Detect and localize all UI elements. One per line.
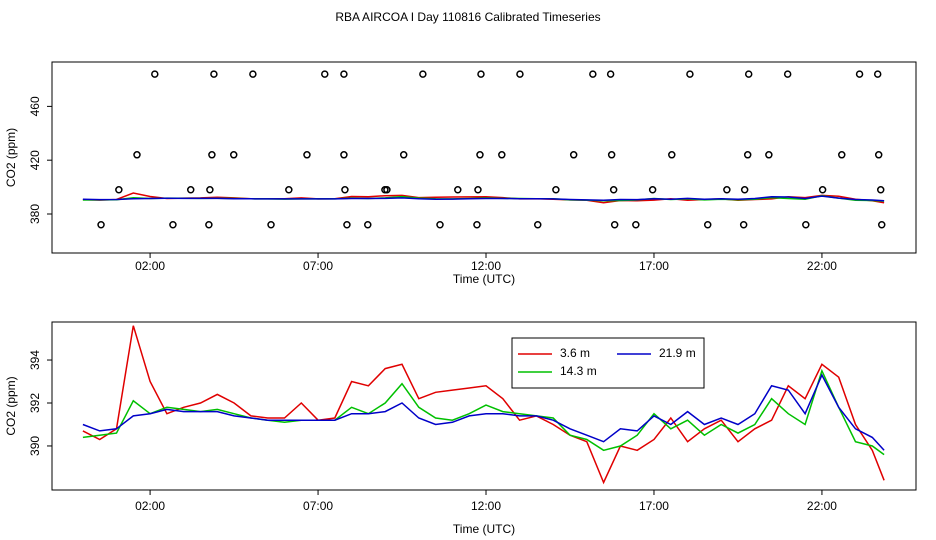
flag-point bbox=[818, 186, 827, 194]
flag-point bbox=[454, 186, 462, 194]
flag-point bbox=[340, 70, 348, 78]
flag-point bbox=[383, 186, 391, 194]
flag-point bbox=[419, 70, 427, 78]
flag-point bbox=[609, 186, 618, 194]
legend-box bbox=[511, 337, 705, 389]
flag-point bbox=[476, 151, 484, 159]
flag-point bbox=[765, 151, 773, 159]
legend-label: 14.3 m bbox=[560, 364, 597, 378]
series-line bbox=[82, 368, 885, 456]
flag-point bbox=[436, 221, 444, 229]
flag-point bbox=[610, 221, 619, 229]
flag-point bbox=[607, 151, 616, 159]
x-tick-label: 07:00 bbox=[303, 499, 333, 513]
y-tick-label: 390 bbox=[28, 436, 42, 456]
flag-point bbox=[632, 221, 640, 229]
flag-point bbox=[606, 70, 615, 78]
flag-point bbox=[303, 151, 311, 159]
flag-point bbox=[115, 186, 123, 194]
flag-point bbox=[516, 70, 524, 78]
flag-point bbox=[533, 221, 542, 229]
flag-point bbox=[249, 70, 257, 78]
flag-point bbox=[151, 70, 159, 78]
y-tick-label: 392 bbox=[28, 393, 42, 413]
flag-point bbox=[783, 70, 792, 78]
flag-point bbox=[703, 221, 712, 229]
flag-point bbox=[838, 151, 846, 159]
series-line bbox=[82, 325, 885, 485]
flag-point bbox=[552, 186, 560, 194]
flag-point bbox=[341, 186, 349, 194]
flag-point bbox=[340, 151, 348, 159]
x-tick-label: 17:00 bbox=[639, 259, 669, 273]
flag-point bbox=[229, 151, 238, 159]
series-line bbox=[82, 373, 885, 451]
flag-point bbox=[740, 186, 749, 194]
flag-point bbox=[364, 221, 372, 229]
y-tick-label: 380 bbox=[28, 204, 42, 224]
y-tick-label: 460 bbox=[28, 96, 42, 116]
legend-label: 21.9 m bbox=[659, 346, 696, 360]
flag-point bbox=[267, 221, 275, 229]
flag-point bbox=[498, 151, 506, 159]
flag-point bbox=[169, 221, 177, 229]
flag-point bbox=[205, 221, 213, 229]
x-axis-label: Time (UTC) bbox=[453, 522, 515, 536]
flag-point bbox=[648, 186, 657, 194]
flag-point bbox=[285, 186, 293, 194]
flag-point bbox=[877, 221, 886, 229]
x-tick-label: 22:00 bbox=[807, 499, 837, 513]
flag-point bbox=[186, 186, 195, 194]
flag-point bbox=[743, 151, 752, 159]
flag-point bbox=[473, 221, 481, 229]
flag-point bbox=[876, 186, 885, 194]
flag-point bbox=[739, 221, 748, 229]
x-tick-label: 17:00 bbox=[639, 499, 669, 513]
flag-point bbox=[210, 70, 218, 78]
flag-point bbox=[855, 70, 864, 78]
flag-point bbox=[802, 221, 810, 229]
flag-point bbox=[321, 70, 329, 78]
x-tick-label: 12:00 bbox=[471, 499, 501, 513]
y-axis-label: CO2 (ppm) bbox=[4, 128, 18, 187]
flag-point bbox=[569, 151, 578, 159]
y-axis-label: CO2 (ppm) bbox=[4, 376, 18, 435]
x-tick-label: 02:00 bbox=[135, 499, 165, 513]
flag-point bbox=[97, 221, 105, 229]
flag-point bbox=[874, 151, 883, 159]
x-tick-label: 22:00 bbox=[807, 259, 837, 273]
flag-point bbox=[206, 186, 214, 194]
flag-point bbox=[399, 151, 408, 159]
flag-point bbox=[208, 151, 216, 159]
y-tick-label: 394 bbox=[28, 350, 42, 370]
flag-point bbox=[873, 70, 882, 78]
flag-point bbox=[744, 70, 753, 78]
x-axis-label: Time (UTC) bbox=[453, 272, 515, 286]
flag-point bbox=[133, 151, 141, 159]
x-tick-label: 02:00 bbox=[135, 259, 165, 273]
flag-point bbox=[723, 186, 731, 194]
flag-point bbox=[668, 151, 676, 159]
flag-point bbox=[686, 70, 694, 78]
chart-title: RBA AIRCOA I Day 110816 Calibrated Times… bbox=[335, 10, 600, 24]
plot-frame bbox=[51, 61, 917, 254]
flag-point bbox=[343, 221, 351, 229]
flag-point bbox=[477, 70, 485, 78]
x-tick-label: 07:00 bbox=[303, 259, 333, 273]
plot-frame bbox=[51, 321, 917, 491]
legend-label: 3.6 m bbox=[560, 346, 590, 360]
series-line bbox=[82, 195, 885, 202]
flag-point bbox=[589, 70, 597, 78]
y-tick-label: 420 bbox=[28, 150, 42, 170]
flag-point bbox=[474, 186, 482, 194]
x-tick-label: 12:00 bbox=[471, 259, 501, 273]
